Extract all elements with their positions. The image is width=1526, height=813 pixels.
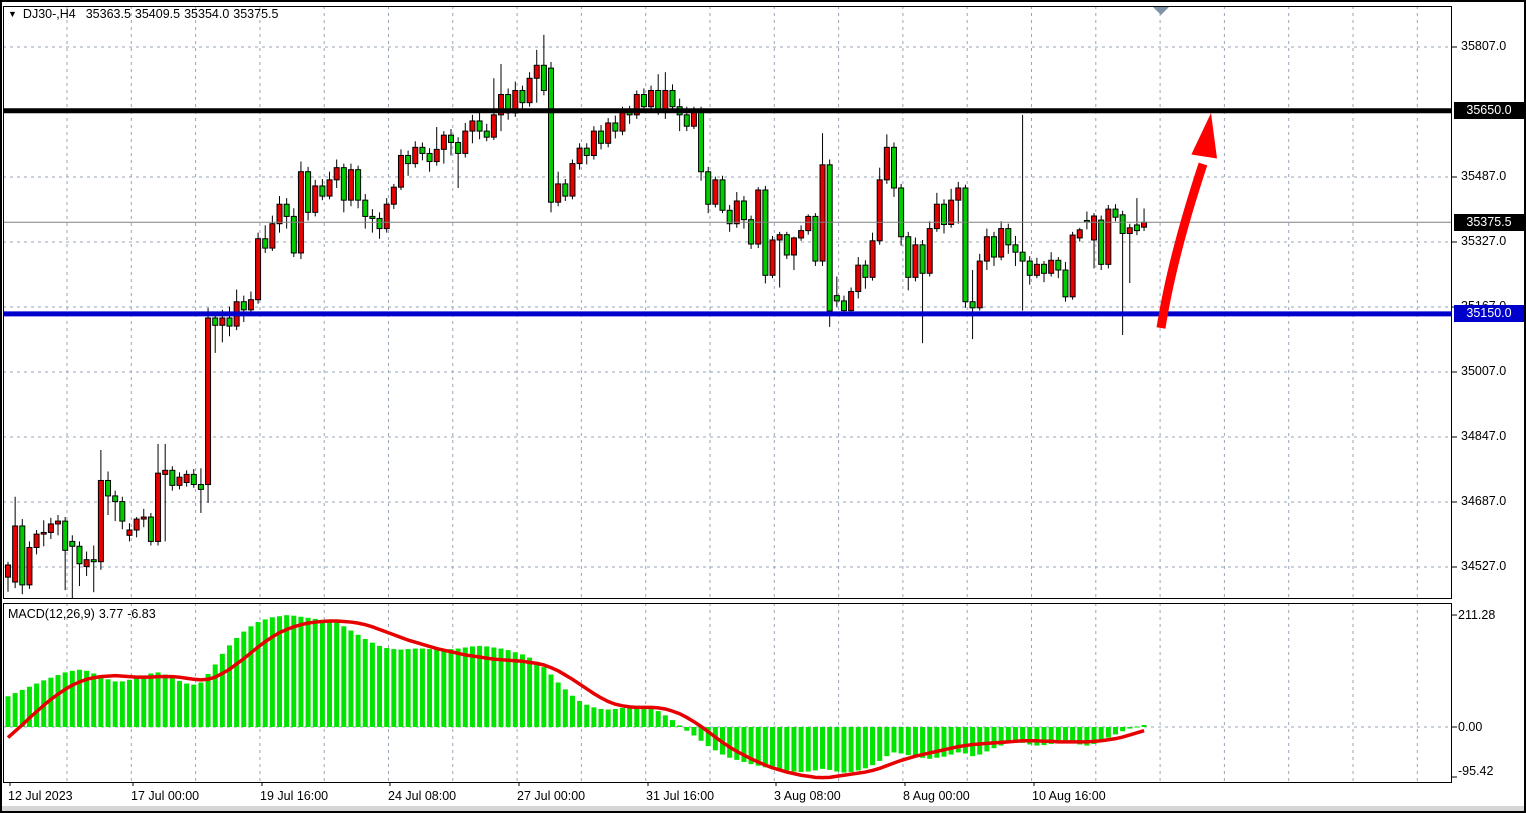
price-tick-label: 34527.0: [1461, 559, 1507, 573]
time-tick-label: 10 Aug 16:00: [1032, 789, 1106, 803]
time-tick-label: 19 Jul 16:00: [260, 789, 329, 803]
macd-signal-value: -6.83: [127, 607, 156, 621]
time-tick-label: 8 Aug 00:00: [903, 789, 970, 803]
price-tick-label: 35487.0: [1461, 169, 1507, 183]
chart-title: ▼ DJ30-,H4 35363.5 35409.5 35354.0 35375.5: [8, 7, 282, 23]
ohlc-close: 35375.5: [233, 7, 279, 21]
price-tick-label: 34847.0: [1461, 429, 1507, 443]
window-bottom-strip: [2, 806, 1524, 811]
macd-name: MACD(12,26,9): [8, 607, 95, 621]
trend-arrow-icon[interactable]: [1156, 113, 1218, 329]
macd-histogram: [5, 615, 1147, 773]
price-tick-label: 35327.0: [1461, 234, 1507, 248]
support-price-badge: 35150.0: [1454, 305, 1524, 322]
candlesticks: [5, 34, 1148, 599]
macd-signal-line: [6, 619, 1145, 780]
time-tick-label: 12 Jul 2023: [8, 789, 73, 803]
macd-tick-label: 211.28: [1458, 608, 1496, 622]
time-tick-label: 27 Jul 00:00: [517, 789, 586, 803]
ohlc-high: 35409.5: [134, 7, 181, 21]
current-price-badge: 35375.5: [1454, 214, 1524, 231]
time-tick-label: 3 Aug 08:00: [774, 789, 841, 803]
macd-tick-label: -95.42: [1458, 764, 1494, 778]
time-axis[interactable]: [0, 785, 1452, 807]
time-tick-label: 17 Jul 00:00: [131, 789, 200, 803]
symbol-period-label: DJ30-,H4: [22, 7, 76, 21]
panel-borders: [3, 6, 1452, 783]
ohlc-low: 35354.0: [184, 7, 230, 21]
time-tick-label: 24 Jul 08:00: [388, 789, 457, 803]
chart-shift-marker-icon[interactable]: [1153, 7, 1169, 15]
price-tick-label: 35807.0: [1461, 39, 1507, 53]
macd-indicator-label: MACD(12,26,9) 3.77 -6.83: [8, 607, 160, 623]
price-tick-label: 34687.0: [1461, 494, 1507, 508]
macd-tick-label: 0.00: [1458, 720, 1483, 734]
time-tick-label: 31 Jul 16:00: [646, 789, 715, 803]
grid: [3, 6, 1452, 783]
resistance-price-badge: 35650.0: [1454, 102, 1524, 119]
ohlc-open: 35363.5: [85, 7, 131, 21]
symbol-dropdown-icon[interactable]: ▼: [8, 9, 17, 19]
axis-tick-marks: [9, 46, 1457, 786]
macd-main-value: 3.77: [98, 607, 124, 621]
price-tick-label: 35007.0: [1461, 364, 1507, 378]
